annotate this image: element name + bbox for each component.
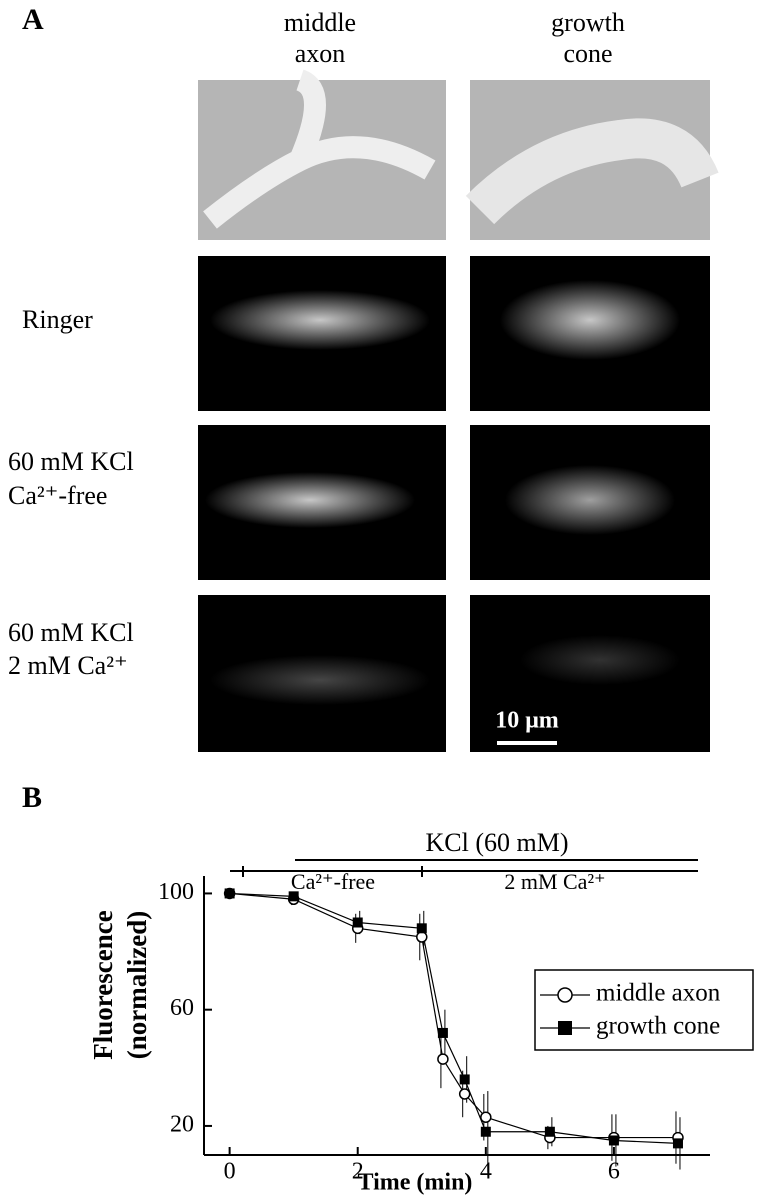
image-signal [505, 465, 675, 535]
x-tick-label: 4 [480, 1159, 492, 1185]
y-tick-label: 100 [158, 879, 194, 905]
legend-label: middle axon [596, 980, 721, 1007]
image-signal [500, 280, 680, 360]
row-label: Ca²⁺-free [8, 481, 107, 510]
point [416, 931, 428, 943]
x-axis-label: Time (min) [358, 1170, 473, 1196]
series-line [229, 892, 678, 1139]
panel-label: A [22, 3, 44, 36]
annotation: 2 mM Ca²⁺ [504, 869, 605, 894]
point [544, 1126, 555, 1137]
point [224, 888, 235, 899]
image-signal [210, 655, 430, 705]
y-axis-label: Fluorescence [88, 910, 118, 1059]
image-cell [203, 69, 436, 229]
point [480, 1126, 491, 1137]
point [352, 917, 363, 928]
image-signal [520, 635, 680, 685]
panel-label: B [22, 781, 42, 814]
x-tick-label: 2 [352, 1159, 364, 1185]
y-tick-label: 60 [170, 995, 194, 1021]
y-tick-label: 20 [170, 1111, 194, 1137]
image-signal [210, 290, 430, 350]
row-label: 60 mM KCl [8, 447, 134, 476]
x-tick-label: 6 [608, 1159, 620, 1185]
row-label: 60 mM KCl [8, 618, 134, 647]
point [459, 1074, 470, 1085]
point [458, 1088, 471, 1100]
image-signal [205, 472, 415, 528]
legend-marker [557, 987, 573, 1003]
annotation: KCl (60 mM) [426, 828, 569, 857]
image-cell [465, 118, 719, 225]
point [288, 891, 299, 902]
column-header: axon [295, 39, 346, 68]
point [672, 1138, 683, 1149]
treatment-bars [230, 859, 698, 877]
legend-label: growth cone [596, 1013, 720, 1040]
column-header: cone [563, 39, 612, 68]
legend [534, 969, 754, 1051]
column-header: growth [551, 8, 625, 37]
point [437, 1053, 449, 1065]
row-label: 2 mM Ca²⁺ [8, 651, 128, 680]
point [608, 1135, 619, 1146]
point [480, 1111, 492, 1123]
legend-marker [558, 1021, 572, 1035]
y-axis-label: (normalized) [122, 911, 152, 1059]
scale-bar-label: 10 μm [495, 708, 559, 734]
point [416, 923, 427, 934]
annotation: Ca²⁺-free [291, 869, 375, 894]
micrographs: 10 μm [198, 69, 719, 752]
row-label: Ringer [22, 305, 93, 334]
x-tick-label: 0 [224, 1159, 236, 1185]
column-header: middle [284, 8, 356, 37]
series-line [229, 892, 679, 1144]
point [437, 1027, 448, 1038]
